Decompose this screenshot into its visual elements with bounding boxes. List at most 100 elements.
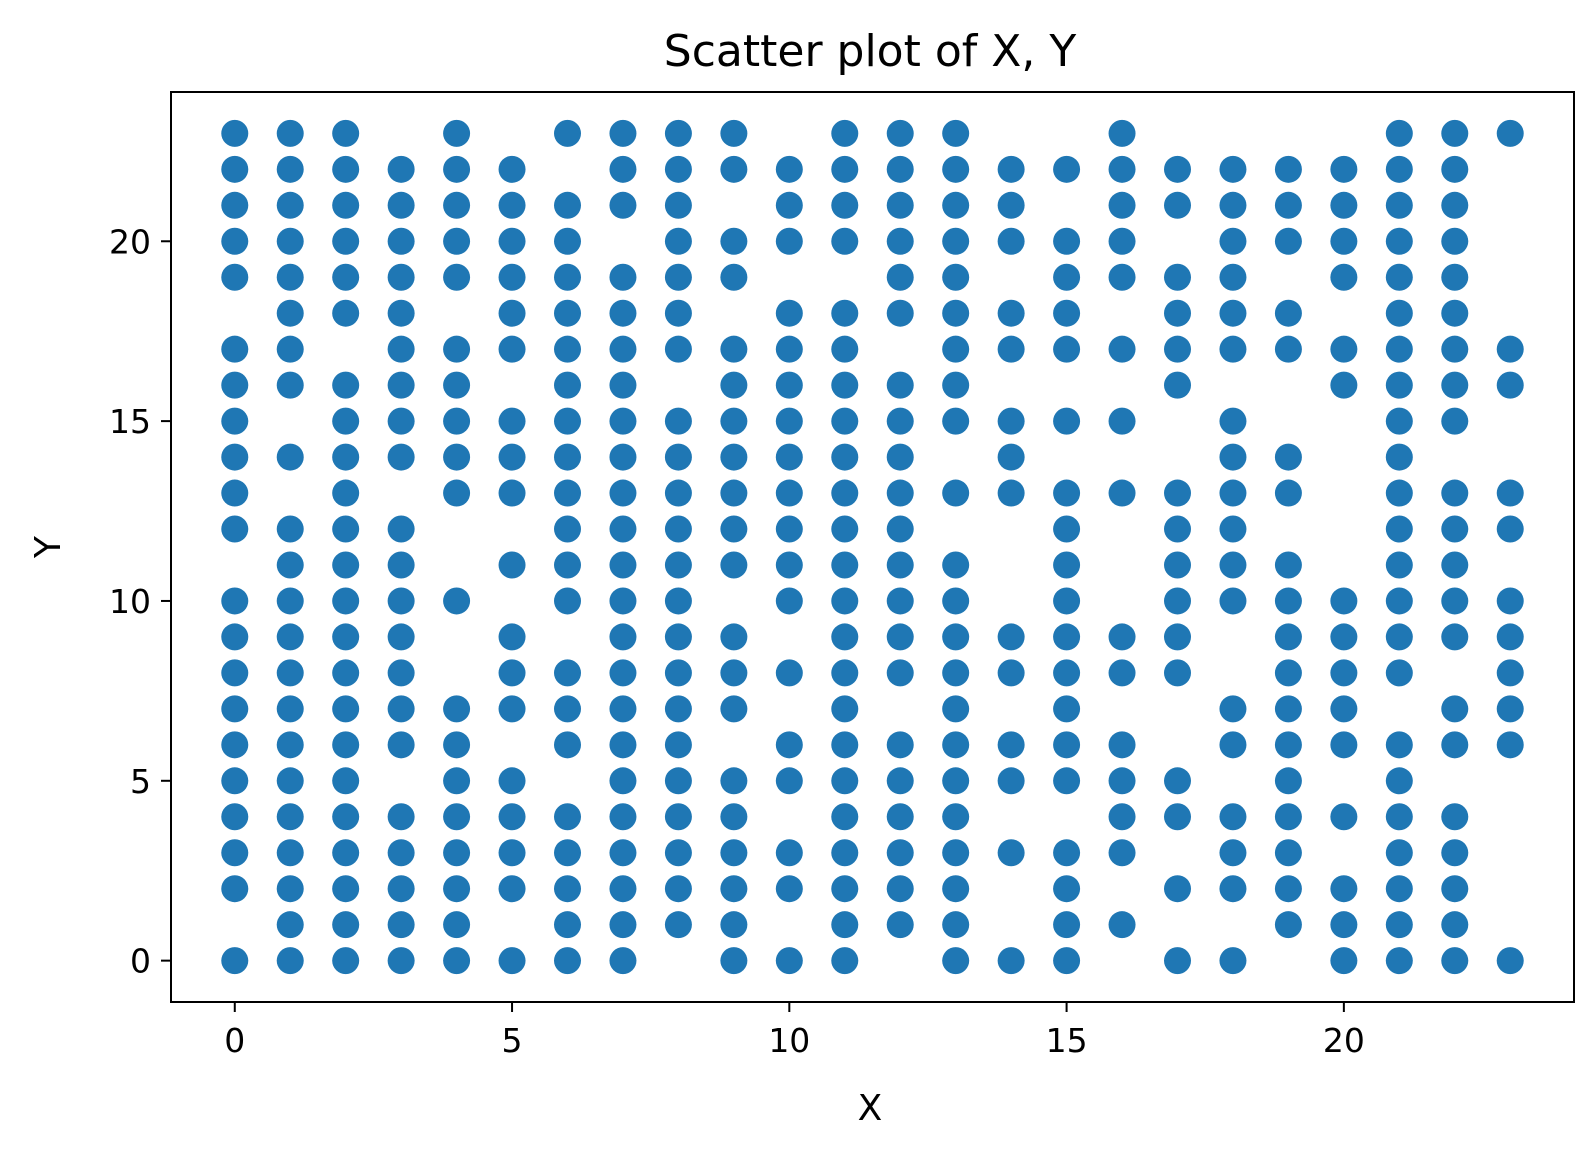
data-point <box>1274 335 1302 363</box>
data-point <box>720 227 748 255</box>
data-point <box>831 335 859 363</box>
data-point <box>664 803 692 831</box>
data-point <box>664 875 692 903</box>
data-point <box>1385 875 1413 903</box>
data-point <box>886 371 914 399</box>
data-point <box>997 299 1025 327</box>
data-point <box>664 551 692 579</box>
data-point <box>554 551 581 579</box>
data-point <box>221 479 249 507</box>
data-point <box>720 335 748 363</box>
data-point <box>1164 551 1191 579</box>
data-point <box>554 803 581 831</box>
data-point <box>332 623 360 651</box>
data-point <box>332 155 360 183</box>
data-point <box>1441 587 1469 615</box>
data-point <box>942 731 970 759</box>
data-point <box>664 299 692 327</box>
data-point <box>664 335 692 363</box>
data-point <box>443 839 471 867</box>
data-point <box>886 227 914 255</box>
data-point <box>554 875 581 903</box>
data-point <box>1108 803 1136 831</box>
data-point <box>1441 119 1469 147</box>
plot-frame <box>170 91 1575 1003</box>
data-point <box>221 407 249 435</box>
data-point <box>1330 371 1358 399</box>
data-point <box>1385 623 1413 651</box>
data-point <box>1274 839 1302 867</box>
data-point <box>332 659 360 687</box>
data-point <box>609 947 637 975</box>
data-point <box>1496 479 1524 507</box>
data-point <box>1108 335 1136 363</box>
data-point <box>1274 227 1302 255</box>
data-point <box>1108 839 1136 867</box>
data-point <box>221 191 249 219</box>
data-point <box>1496 947 1524 975</box>
data-point <box>831 731 859 759</box>
data-point <box>1385 227 1413 255</box>
data-point <box>1219 335 1247 363</box>
data-point <box>1441 227 1469 255</box>
data-point <box>1219 299 1247 327</box>
data-point <box>886 587 914 615</box>
data-point <box>1441 263 1469 291</box>
data-point <box>554 731 581 759</box>
data-point <box>1274 695 1302 723</box>
data-point <box>1108 911 1136 939</box>
data-point <box>775 155 803 183</box>
data-point <box>1496 335 1524 363</box>
data-point <box>387 875 415 903</box>
data-point <box>720 803 748 831</box>
data-point <box>609 875 637 903</box>
data-point <box>1053 335 1081 363</box>
data-point <box>664 443 692 471</box>
data-point <box>554 839 581 867</box>
data-point <box>831 299 859 327</box>
data-point <box>886 191 914 219</box>
data-point <box>886 767 914 795</box>
data-point <box>1164 335 1191 363</box>
data-point <box>1385 479 1413 507</box>
y-tick-label: 10 <box>109 582 151 621</box>
data-point <box>942 407 970 435</box>
data-point <box>1441 299 1469 327</box>
data-point <box>1274 875 1302 903</box>
data-point <box>831 947 859 975</box>
data-point <box>443 731 471 759</box>
data-point <box>498 479 526 507</box>
data-point <box>775 371 803 399</box>
data-point <box>276 911 304 939</box>
data-point <box>609 803 637 831</box>
data-point <box>332 227 360 255</box>
data-point <box>720 263 748 291</box>
data-point <box>942 263 970 291</box>
data-point <box>664 227 692 255</box>
data-point <box>387 227 415 255</box>
data-point <box>443 335 471 363</box>
y-axis-label: Y <box>28 535 69 559</box>
data-point <box>609 731 637 759</box>
data-point <box>942 227 970 255</box>
data-point <box>443 947 471 975</box>
data-point <box>1164 515 1191 543</box>
data-point <box>498 407 526 435</box>
data-point <box>775 335 803 363</box>
y-axis-ticks: 0 5 10 15 20 <box>109 222 171 981</box>
data-point <box>554 227 581 255</box>
data-point <box>720 515 748 543</box>
data-point <box>664 479 692 507</box>
data-point <box>387 551 415 579</box>
data-point <box>498 299 526 327</box>
data-point <box>443 407 471 435</box>
data-point <box>221 371 249 399</box>
data-point <box>1219 695 1247 723</box>
data-point <box>1330 659 1358 687</box>
data-point <box>831 227 859 255</box>
y-tick-label: 15 <box>109 402 151 441</box>
data-point <box>720 767 748 795</box>
data-point <box>1219 875 1247 903</box>
data-point <box>886 299 914 327</box>
data-point <box>997 155 1025 183</box>
